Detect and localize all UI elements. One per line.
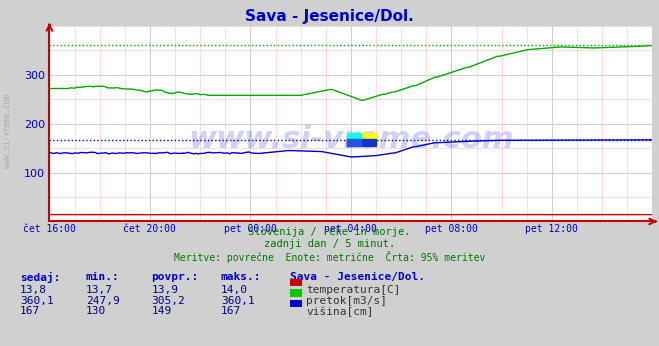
Text: 247,9: 247,9 <box>86 296 119 306</box>
Text: min.:: min.: <box>86 272 119 282</box>
Bar <box>347 134 376 139</box>
Text: 13,8: 13,8 <box>20 285 47 295</box>
Text: maks.:: maks.: <box>221 272 261 282</box>
Text: 360,1: 360,1 <box>221 296 254 306</box>
Text: 14,0: 14,0 <box>221 285 248 295</box>
Text: višina[cm]: višina[cm] <box>306 306 374 317</box>
Text: Meritve: povrečne  Enote: metrične  Črta: 95% meritev: Meritve: povrečne Enote: metrične Črta: … <box>174 251 485 263</box>
Text: Sava - Jesenice/Dol.: Sava - Jesenice/Dol. <box>290 272 425 282</box>
Text: 167: 167 <box>221 306 241 316</box>
Text: 149: 149 <box>152 306 172 316</box>
Text: 13,7: 13,7 <box>86 285 113 295</box>
Text: sedaj:: sedaj: <box>20 272 60 283</box>
Bar <box>347 139 376 146</box>
Text: zadnji dan / 5 minut.: zadnji dan / 5 minut. <box>264 239 395 249</box>
Bar <box>347 139 361 146</box>
Text: povpr.:: povpr.: <box>152 272 199 282</box>
Text: Slovenija / reke in morje.: Slovenija / reke in morje. <box>248 227 411 237</box>
Text: 305,2: 305,2 <box>152 296 185 306</box>
Text: www.si-vreme.com: www.si-vreme.com <box>3 94 13 169</box>
Text: 167: 167 <box>20 306 40 316</box>
Text: 130: 130 <box>86 306 106 316</box>
Text: www.si-vreme.com: www.si-vreme.com <box>188 125 514 154</box>
Text: 360,1: 360,1 <box>20 296 53 306</box>
Text: temperatura[C]: temperatura[C] <box>306 285 401 295</box>
Text: pretok[m3/s]: pretok[m3/s] <box>306 296 387 306</box>
Bar <box>347 134 361 139</box>
Text: Sava - Jesenice/Dol.: Sava - Jesenice/Dol. <box>245 9 414 24</box>
Text: 13,9: 13,9 <box>152 285 179 295</box>
